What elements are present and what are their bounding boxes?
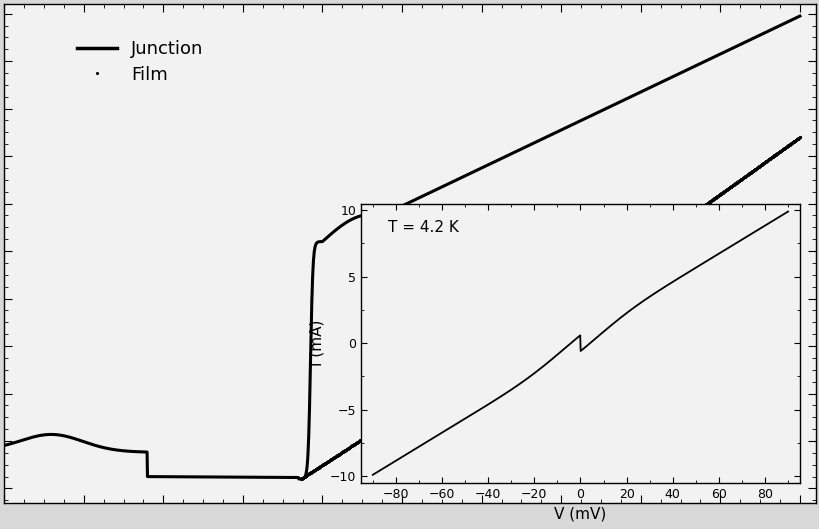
- Line: Film: Film: [299, 135, 801, 481]
- Junction: [293, 476, 303, 482]
- Junction: [386, 215, 396, 222]
- Film: [364, 431, 374, 437]
- Junction: [794, 13, 804, 19]
- Junction: [771, 24, 781, 30]
- Legend: Junction, Film: Junction, Film: [70, 33, 210, 91]
- Line: Junction: Junction: [4, 16, 799, 479]
- Junction: [626, 94, 636, 100]
- Junction: [771, 24, 781, 30]
- Junction: [40, 432, 50, 438]
- Junction: [365, 211, 375, 217]
- Film: [625, 254, 635, 260]
- Film: [771, 151, 781, 157]
- Film: [771, 151, 781, 157]
- Film: [386, 417, 396, 423]
- Film: [794, 134, 804, 140]
- Junction: [0, 442, 9, 449]
